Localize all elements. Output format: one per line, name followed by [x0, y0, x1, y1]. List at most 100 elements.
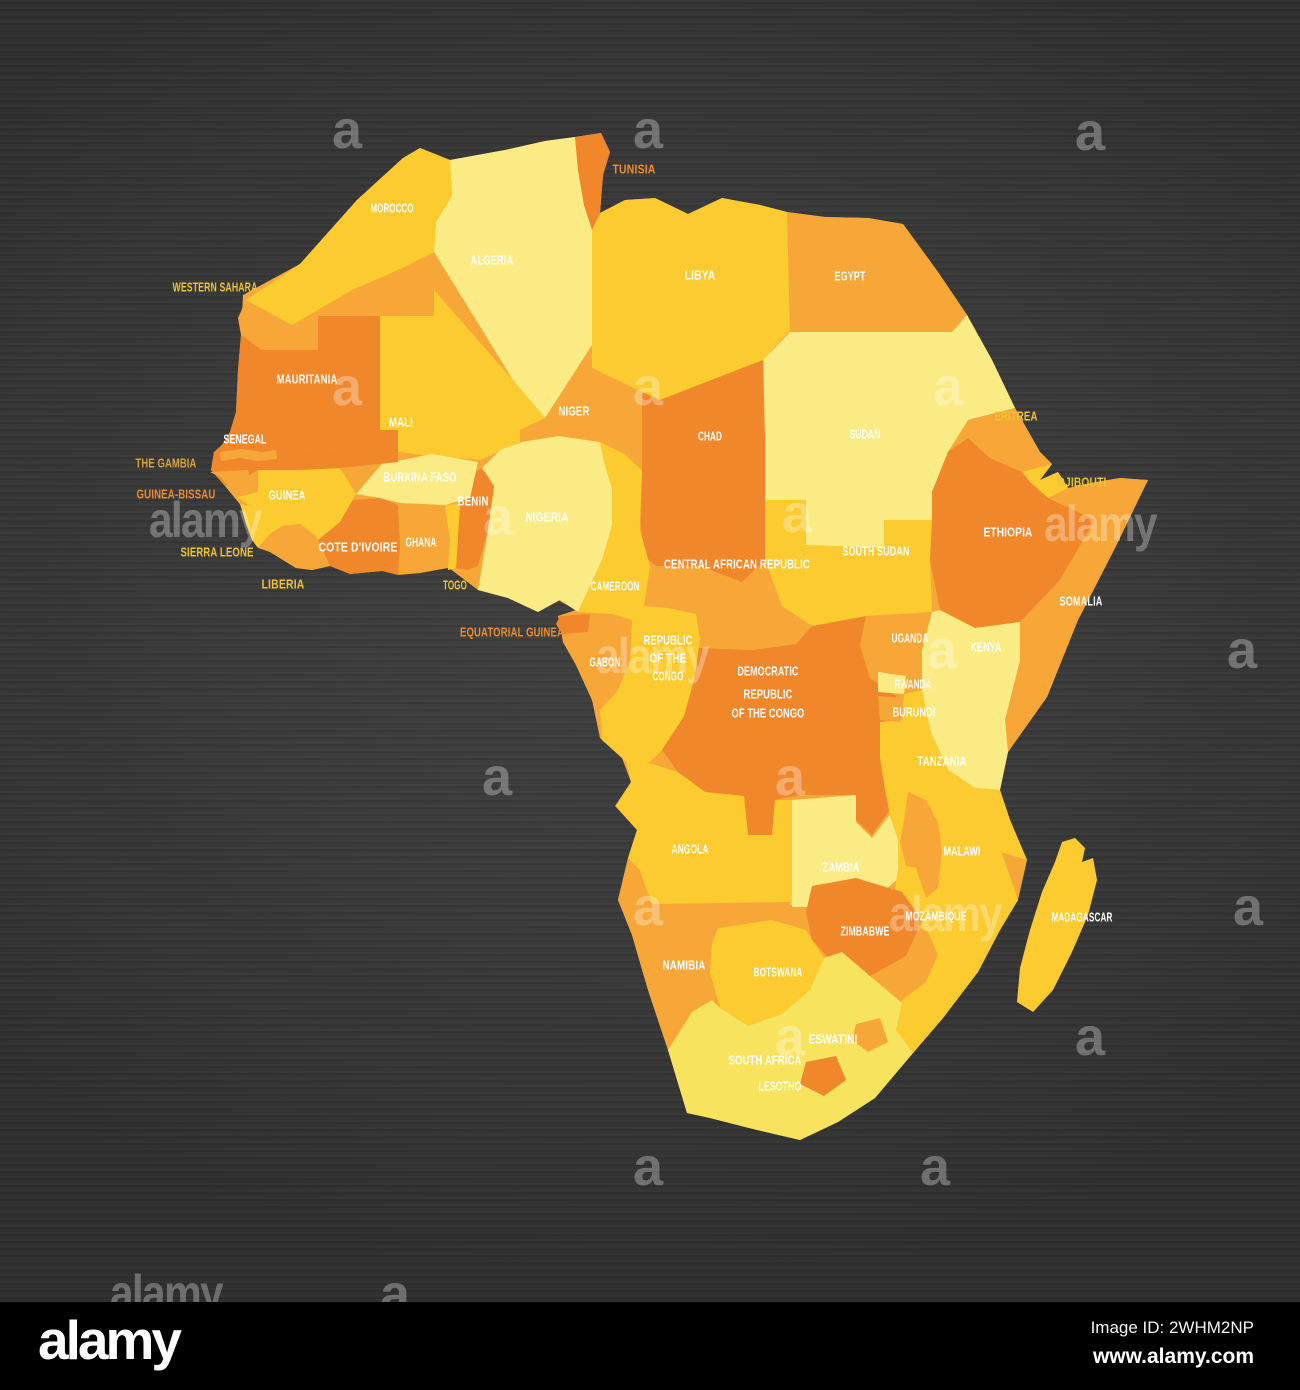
label-burkina_faso: BURKINA FASO	[384, 470, 457, 484]
label-malawi: MALAWI	[944, 844, 981, 858]
country-libya	[592, 198, 790, 400]
country-drc	[644, 606, 908, 835]
country-cote_divoire	[318, 498, 400, 575]
label-kenya: KENYA	[971, 640, 1002, 654]
label-guinea_bissau: GUINEA-BISSAU	[137, 487, 216, 501]
watermark-glyph: a	[1233, 877, 1264, 937]
label-congo: REPUBLIC	[644, 633, 693, 647]
label-south_sudan: SOUTH SUDAN	[843, 544, 910, 558]
label-cameroon: CAMEROON	[591, 579, 640, 593]
country-lesotho	[800, 1056, 846, 1096]
country-nigeria	[478, 436, 612, 612]
country-kenya	[922, 610, 1020, 790]
country-ghana	[398, 503, 450, 575]
country-rwanda	[878, 672, 906, 694]
watermark-glyph: a	[927, 620, 958, 680]
watermark-wordmark: alamy	[889, 886, 1003, 942]
country-congo	[600, 606, 700, 768]
label-lesotho: LESOTHO	[759, 1079, 802, 1093]
label-somalia: SOMALIA	[1060, 594, 1103, 608]
label-liberia: LIBERIA	[262, 577, 305, 591]
label-uganda: UGANDA	[892, 631, 929, 645]
label-angola: ANGOLA	[672, 842, 709, 856]
watermark-glyph: a	[633, 1137, 664, 1197]
label-ethiopia: ETHIOPIA	[984, 525, 1033, 539]
label-niger: NIGER	[559, 404, 590, 418]
country-angola	[616, 760, 792, 905]
label-gabon: GABON	[590, 655, 621, 669]
country-equatorial_guinea	[556, 614, 590, 634]
alamy-logo: alamy	[38, 1309, 182, 1371]
watermark-glyph: a	[483, 487, 514, 547]
country-burundi	[878, 696, 904, 722]
watermark-glyph: a	[1075, 1007, 1106, 1067]
country-western_sahara	[238, 252, 434, 350]
label-egypt: EGYPT	[835, 269, 866, 283]
label-congo: CONGO	[653, 669, 684, 683]
watermark-glyph: a	[1227, 620, 1258, 680]
watermark-glyph: a	[332, 100, 363, 160]
label-guinea: GUINEA	[269, 488, 306, 502]
label-drc: REPUBLIC	[744, 687, 793, 701]
watermark-glyph: a	[920, 1137, 951, 1197]
country-djibouti	[1022, 464, 1068, 498]
label-zambia: ZAMBIA	[823, 860, 860, 874]
country-somalia	[1005, 478, 1148, 752]
country-mali	[380, 290, 545, 460]
label-senegal: SENEGAL	[224, 432, 267, 446]
image-id: Image ID: 2WHM2NP	[1090, 1318, 1254, 1337]
country-guinea_bissau	[210, 470, 252, 497]
watermark-glyph: a	[775, 747, 806, 807]
label-benin: BENIN	[458, 494, 489, 508]
watermark-wordmark: alamy	[596, 628, 710, 684]
label-rwanda: RWANDA	[895, 677, 932, 691]
label-zimbabwe: ZIMBABWE	[841, 924, 890, 938]
label-madagascar: MADAGASCAR	[1052, 910, 1113, 924]
country-senegal	[211, 412, 398, 486]
label-equatorial_guinea: EQUATORIAL GUINEA	[460, 625, 564, 639]
country-sierra_leone	[240, 504, 270, 548]
label-botswana: BOTSWANA	[754, 965, 803, 979]
country-malawi	[900, 792, 942, 898]
country-algeria	[434, 137, 592, 418]
watermark-glyph: a	[1075, 102, 1106, 162]
country-south_africa	[668, 952, 913, 1140]
label-car: CENTRAL AFRICAN REPUBLIC	[664, 557, 810, 571]
country-south_sudan	[765, 500, 932, 626]
label-south_africa: SOUTH AFRICA	[729, 1053, 802, 1067]
label-eritrea: ERITREA	[995, 409, 1038, 423]
alamy-footer-bar: alamy Image ID: 2WHM2NP www.alamy.com	[0, 1302, 1300, 1390]
country-tunisia	[575, 133, 610, 230]
country-uganda	[860, 616, 922, 696]
label-morocco: MOROCCO	[371, 201, 414, 215]
watermark-wordmark: alamy	[149, 492, 263, 548]
country-botswana	[710, 920, 824, 1026]
label-algeria: ALGERIA	[471, 253, 514, 267]
watermark-glyph: a	[782, 484, 813, 544]
label-tunisia: TUNISIA	[613, 162, 656, 176]
label-drc: OF THE CONGO	[732, 706, 805, 720]
country-guinea	[237, 468, 356, 540]
country-zimbabwe	[806, 878, 922, 976]
country-cameroon	[578, 442, 650, 614]
watermark-wordmark: alamy	[1044, 496, 1158, 552]
label-eswatini: ESWATINI	[809, 1032, 858, 1046]
country-sudan	[763, 315, 1015, 548]
country-eritrea	[968, 408, 1052, 472]
label-namibia: NAMIBIA	[663, 958, 706, 972]
watermark-glyph: a	[633, 357, 664, 417]
label-burundi: BURUNDI	[893, 705, 936, 719]
footer-meta: Image ID: 2WHM2NP www.alamy.com	[1091, 1318, 1254, 1369]
country-morocco	[246, 148, 452, 325]
label-sierra_leone: SIERRA LEONE	[181, 545, 254, 559]
watermark-glyph: a	[633, 100, 664, 160]
label-cote_divoire: COTE D'IVOIRE	[319, 540, 398, 554]
label-drc: DEMOCRATIC	[738, 664, 799, 678]
label-togo: TOGO	[443, 578, 467, 592]
country-gabon	[562, 614, 632, 710]
label-sudan: SUDAN	[850, 427, 881, 441]
country-eswatini	[852, 1018, 888, 1052]
label-mauritania: MAURITANIA	[277, 372, 338, 386]
